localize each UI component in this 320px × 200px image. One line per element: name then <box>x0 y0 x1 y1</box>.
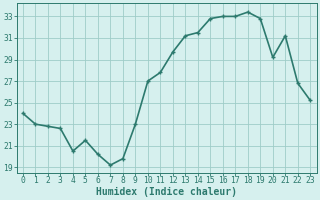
X-axis label: Humidex (Indice chaleur): Humidex (Indice chaleur) <box>96 186 237 197</box>
